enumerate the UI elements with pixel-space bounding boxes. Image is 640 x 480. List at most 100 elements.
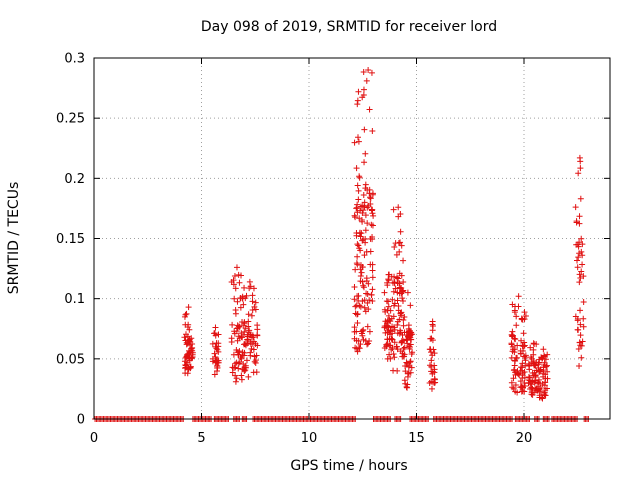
data-point (181, 334, 188, 341)
data-point (367, 195, 374, 202)
data-point (355, 242, 362, 249)
data-point (352, 266, 359, 273)
data-point (232, 372, 239, 379)
data-point (577, 195, 584, 202)
data-point (185, 304, 192, 311)
data-point (519, 384, 526, 391)
data-point (357, 303, 364, 310)
data-point (399, 295, 406, 302)
data-point (351, 283, 358, 290)
data-point (251, 338, 258, 345)
data-point (241, 284, 248, 291)
data-point (241, 328, 248, 335)
data-point (522, 354, 529, 361)
data-point (185, 365, 192, 372)
data-point (247, 331, 254, 338)
data-point (212, 332, 219, 339)
data-point (392, 285, 399, 292)
chart-title: Day 098 of 2019, SRMTID for receiver lor… (201, 19, 497, 35)
data-point (540, 364, 547, 371)
data-point (396, 248, 403, 255)
data-point (528, 355, 535, 362)
data-point (515, 303, 522, 310)
data-point (209, 355, 216, 362)
data-point (428, 349, 435, 356)
data-point (356, 173, 363, 180)
data-point (407, 330, 414, 337)
data-point (354, 311, 361, 318)
data-point (386, 331, 393, 338)
data-point (184, 333, 191, 340)
data-point (249, 298, 256, 305)
data-point (401, 353, 408, 360)
data-point (388, 346, 395, 353)
data-point (532, 377, 539, 384)
data-point (429, 379, 436, 386)
x-tick-label: 20 (516, 431, 533, 446)
data-point (354, 253, 361, 260)
data-point (368, 291, 375, 298)
data-point (240, 301, 247, 308)
data-point (362, 212, 369, 219)
data-point (527, 344, 534, 351)
data-point (382, 329, 389, 336)
y-tick-label: 0.1 (64, 292, 85, 307)
data-point (228, 335, 235, 342)
data-point (357, 341, 364, 348)
data-point (406, 362, 413, 369)
data-point (250, 369, 257, 376)
x-axis-label: GPS time / hours (290, 458, 407, 474)
data-point (529, 385, 536, 392)
data-point (544, 351, 551, 358)
y-tick-label: 0.15 (56, 232, 85, 247)
data-point (241, 319, 248, 326)
data-point (251, 303, 258, 310)
data-point (395, 275, 402, 282)
data-point (186, 336, 193, 343)
data-point (429, 318, 436, 325)
data-point (518, 383, 525, 390)
data-point (353, 337, 360, 344)
data-point (404, 373, 411, 380)
data-point (518, 337, 525, 344)
data-point (407, 302, 414, 309)
data-point (363, 77, 370, 84)
y-tick-label: 0.05 (56, 352, 85, 367)
data-point (400, 345, 407, 352)
data-point (407, 358, 414, 365)
data-point (403, 359, 410, 366)
data-point (215, 331, 222, 338)
data-point (232, 285, 239, 292)
data-point (397, 228, 404, 235)
data-point (575, 345, 582, 352)
data-point (576, 154, 583, 161)
data-point (355, 196, 362, 203)
data-point (358, 269, 365, 276)
data-point (353, 165, 360, 172)
axis-ticks: 0 0.05 0.1 0.15 0.2 0.25 0.3 0 5 10 15 20 (56, 52, 610, 446)
data-point (510, 375, 517, 382)
data-point (351, 296, 358, 303)
data-point (577, 332, 584, 339)
data-point (183, 310, 190, 317)
data-point (574, 326, 581, 333)
data-point (386, 351, 393, 358)
data-point (247, 349, 254, 356)
data-point (396, 330, 403, 337)
data-point (236, 279, 243, 286)
data-point (516, 371, 523, 378)
data-point (578, 354, 585, 361)
data-point (385, 312, 392, 319)
data-point (394, 297, 401, 304)
data-point (354, 182, 361, 189)
data-point (355, 88, 362, 95)
data-point (526, 366, 533, 373)
data-point (385, 327, 392, 334)
data-point (579, 338, 586, 345)
data-point (518, 316, 525, 323)
data-point (387, 318, 394, 325)
data-point (529, 391, 536, 398)
data-point (355, 138, 362, 145)
data-point (233, 375, 240, 382)
data-point (233, 264, 240, 271)
